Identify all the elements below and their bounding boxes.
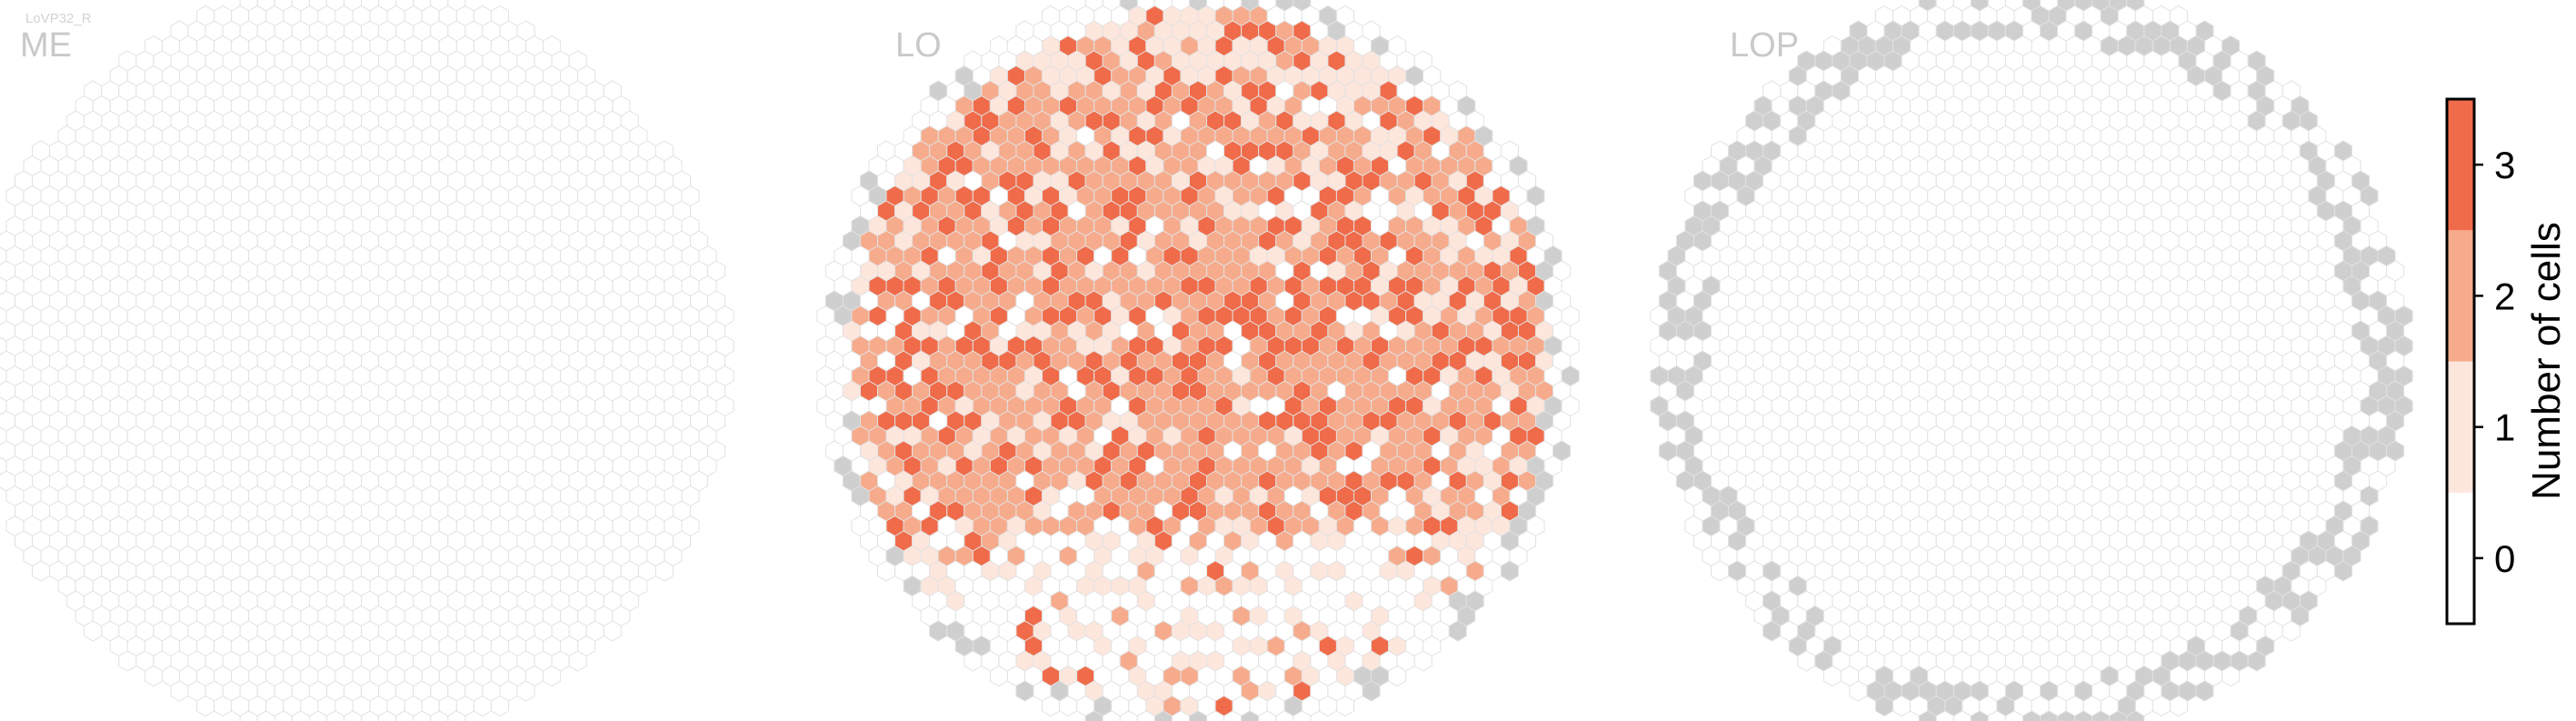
hex-cell: [1448, 620, 1467, 642]
hex-cell: [1362, 680, 1381, 702]
hex-cell: [196, 695, 215, 717]
hex-cell: [84, 620, 103, 642]
hex-cell: [413, 710, 432, 721]
hex-cell: [473, 695, 492, 717]
figure-label: LoVP32_R: [25, 11, 92, 26]
panel-lo: LO: [816, 0, 1580, 721]
hex-cell: [1500, 560, 1519, 582]
hex-cell: [32, 560, 51, 582]
hex-cell: [144, 665, 163, 687]
hex-cell: [1318, 695, 1337, 717]
hex-cell: [395, 710, 414, 721]
panel-lop: LOP: [1650, 0, 2413, 721]
hex-cell: [877, 560, 896, 582]
hex-cell: [568, 650, 587, 672]
panel-title-me: ME: [20, 26, 72, 65]
hex-cell: [1388, 665, 1407, 687]
hex-grid-me: [0, 0, 734, 721]
hex-cell: [490, 695, 509, 717]
hex-cell: [118, 650, 137, 672]
hex-cell: [1335, 695, 1354, 717]
hex-cell: [308, 710, 327, 721]
hex-cell: [654, 560, 674, 582]
hex-cell: [447, 710, 466, 721]
hex-cell: [170, 680, 189, 702]
hex-cell: [603, 620, 622, 642]
hex-cell: [361, 710, 380, 721]
hex-cell: [256, 710, 275, 721]
panel-title-lo: LO: [895, 26, 942, 65]
hex-grid-lop: [1650, 0, 2413, 721]
hex-cell: [1059, 695, 1078, 717]
hex-cell: [1413, 650, 1433, 672]
panel-me: ME: [0, 0, 734, 721]
hex-cell: [343, 710, 363, 721]
hex-cell: [543, 665, 562, 687]
hex-cell: [516, 680, 535, 702]
hex-cell: [929, 620, 948, 642]
hex-cell: [989, 665, 1008, 687]
hex-cell: [964, 650, 983, 672]
hex-cell: [430, 710, 449, 721]
hex-cell: [214, 695, 233, 717]
hex-cell: [239, 710, 258, 721]
hex-cell: [325, 710, 344, 721]
hex-cell: [274, 710, 293, 721]
panel-title-lop: LOP: [1730, 26, 1799, 65]
hex-cell: [2333, 560, 2352, 582]
hex-cell: [1042, 695, 1061, 717]
hex-cell: [1711, 560, 1730, 582]
hex-grid-lo: [816, 0, 1580, 721]
hex-cell: [291, 710, 310, 721]
hex-cell: [1015, 680, 1034, 702]
hex-cell: [378, 710, 397, 721]
